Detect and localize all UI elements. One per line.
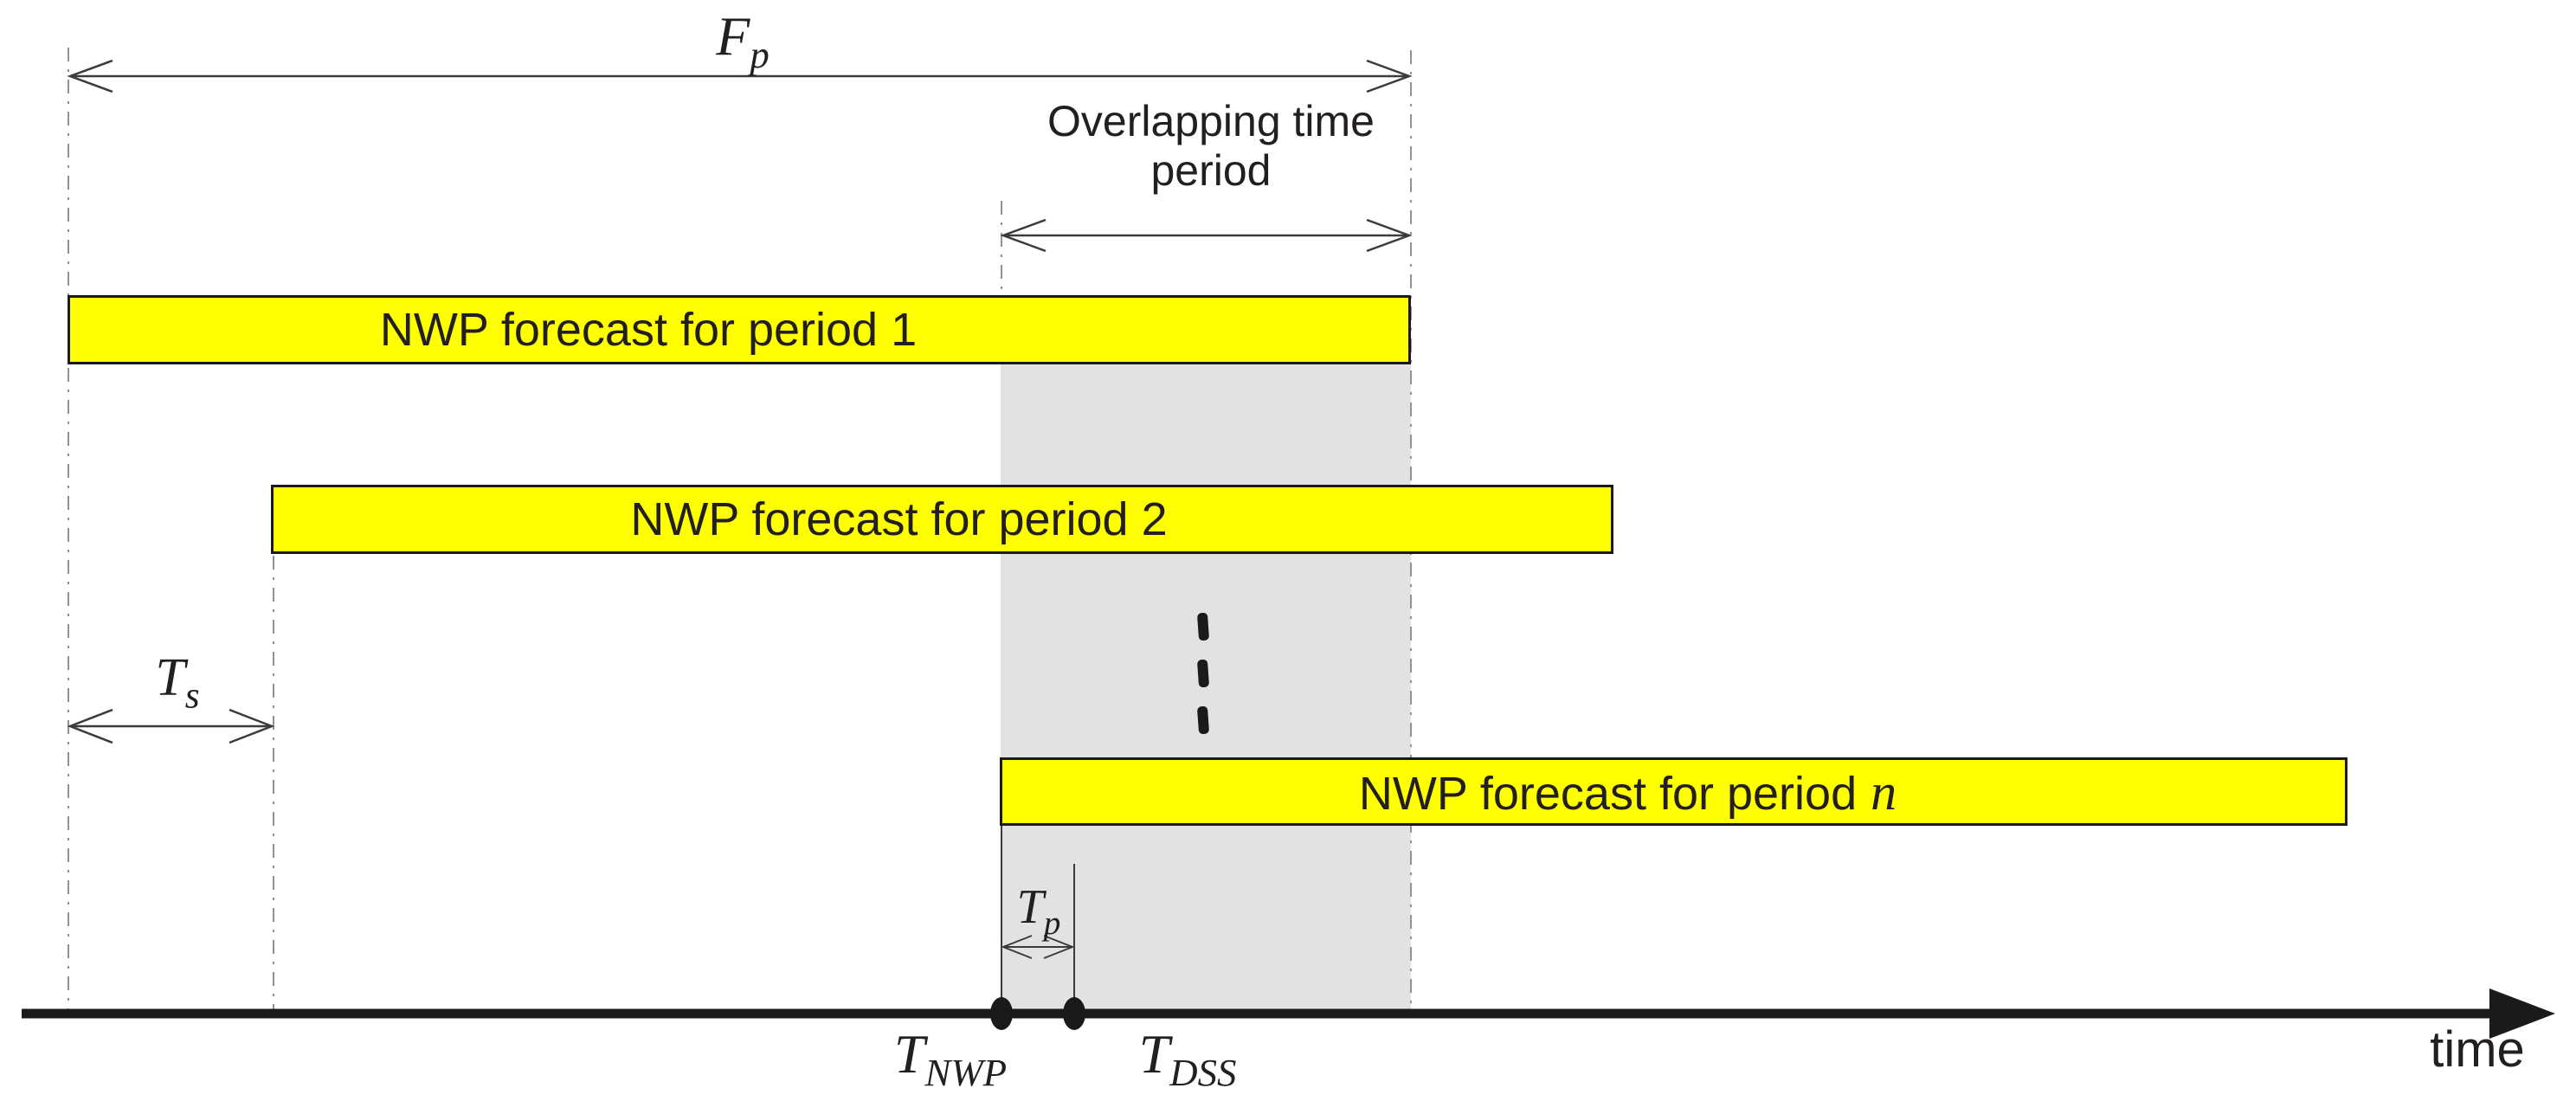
ts-measure-arrow [67,708,275,744]
tp-measure-arrow [1001,824,1075,1011]
ellipsis-dot [1197,612,1209,641]
overlapping-time-period-label: Overlapping time period [1047,97,1375,195]
tp-label-sub: p [1043,904,1061,942]
overlap-measure-arrow [1000,218,1413,253]
tdss-label: TDSS [1139,1027,1237,1092]
time-axis-arrowhead-icon [2489,988,2555,1039]
bar-n-label-variable: n [1871,763,1897,821]
fp-arrow-head-left [67,59,113,93]
fp-label-main: F [716,5,750,67]
tp-label: Tp [1017,883,1061,940]
ellipsis-dot [1197,705,1209,735]
ts-arrow-head-left [67,708,113,744]
tnwp-label-sub: NWP [924,1050,1008,1094]
tnwp-label-main: T [893,1023,925,1085]
tdss-label-sub: DSS [1169,1050,1237,1094]
ts-label-sub: s [184,674,200,717]
bar-n-label: NWP forecast for period n [1359,766,1897,818]
time-axis [22,988,2555,1039]
overlapping-region-shading [1001,364,1411,1014]
tp-label-main: T [1016,880,1044,934]
ts-arrow-head-right [229,708,275,744]
fp-arrow-head-right [1366,59,1413,93]
ellipsis-dot [1197,659,1209,688]
fp-measure-arrow [67,59,1413,93]
ts-label-main: T [155,648,185,707]
ts-label: Ts [155,651,199,715]
bar-n-label-prefix: NWP forecast for period [1358,767,1858,820]
dash-guide-lines [68,48,1412,1009]
fp-label: Fp [716,9,770,74]
tnwp-label: TNWP [894,1027,1007,1092]
time-axis-label: time [2430,1021,2525,1078]
bar-2-label: NWP forecast for period 2 [630,493,1168,545]
bar-1-label: NWP forecast for period 1 [379,304,918,356]
tp-arrow-head-left [1001,935,1033,959]
tp-arrow-head-right [1043,935,1075,959]
overlap-arrow-head-right [1366,218,1413,253]
bar-nwp-forecast-period-1: NWP forecast for period 1 [68,295,1411,364]
tnwp-point-marker [990,997,1013,1030]
tdss-label-main: T [1138,1023,1170,1085]
vertical-ellipsis [1197,612,1209,735]
bar-nwp-forecast-period-n: NWP forecast for period n [1000,757,2347,826]
tdss-point-marker [1063,997,1085,1030]
bar-nwp-forecast-period-2: NWP forecast for period 2 [271,485,1613,554]
fp-label-sub: p [750,32,770,76]
overlap-arrow-head-left [1000,218,1046,253]
